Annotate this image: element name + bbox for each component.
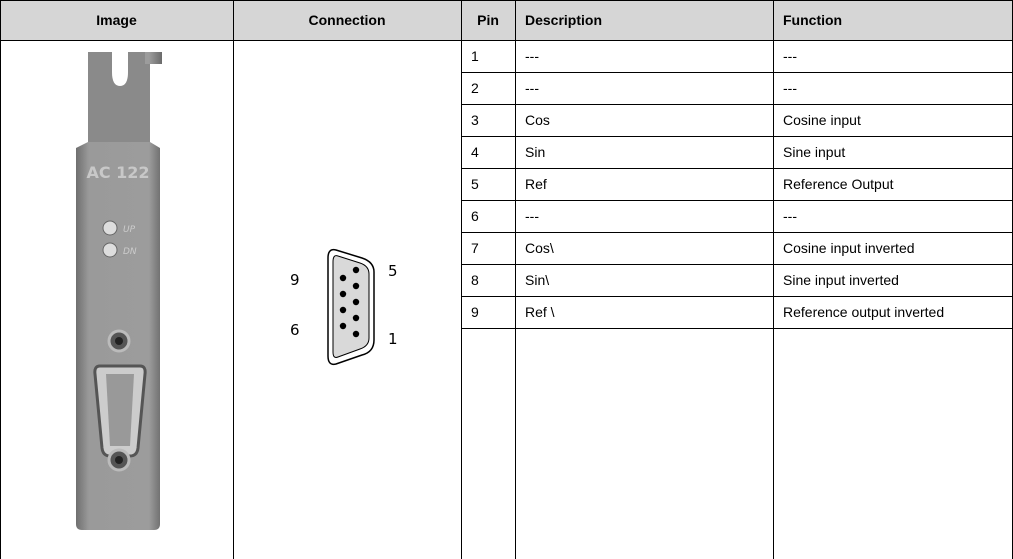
table-cell: Reference output inverted [783, 304, 945, 320]
table-cell: Cos [525, 112, 550, 128]
column-border [773, 0, 774, 559]
pin-number-label: 5 [388, 262, 398, 280]
row-border [461, 72, 1013, 73]
column-border [233, 0, 234, 559]
bracket-photo: AC 122 UP DN [76, 52, 162, 530]
table-cell: --- [525, 48, 539, 64]
table-cell: --- [783, 80, 797, 96]
table-cell: --- [783, 48, 797, 64]
table-cell: --- [783, 208, 797, 224]
column-header: Description [515, 0, 773, 40]
row-border [461, 200, 1013, 201]
column-header: Function [773, 0, 1013, 40]
table-cell: Sine input inverted [783, 272, 899, 288]
table-cell: 5 [471, 176, 479, 192]
table-cell: Ref \ [525, 304, 555, 320]
column-border [515, 0, 516, 559]
table-cell: --- [525, 208, 539, 224]
table-cell: Cosine input [783, 112, 861, 128]
table-cell: Sine input [783, 144, 846, 160]
table-cell: 1 [471, 48, 479, 64]
row-border [461, 104, 1013, 105]
pin-number-label: 1 [388, 330, 398, 348]
row-border [461, 264, 1013, 265]
led-label: UP [123, 225, 136, 235]
table-cell: Sin\ [525, 272, 550, 288]
row-border [461, 296, 1013, 297]
table-cell: 8 [471, 272, 479, 288]
table-cell: --- [525, 80, 539, 96]
table-cell: Ref [525, 176, 547, 192]
column-border [0, 0, 1, 559]
table-cell: 2 [471, 80, 479, 96]
header-border [0, 0, 1013, 1]
row-border [461, 232, 1013, 233]
column-header: Image [0, 0, 233, 40]
table-cell: Cosine input inverted [783, 240, 915, 256]
column-header: Connection [233, 0, 461, 40]
connector-diagram: 9 5 6 1 [290, 248, 398, 366]
table-cell: 3 [471, 112, 479, 128]
row-border [461, 136, 1013, 137]
column-header: Pin [461, 0, 515, 40]
pin-number-label: 6 [290, 321, 300, 339]
table-cell: Sin [525, 144, 546, 160]
table-cell: 7 [471, 240, 479, 256]
led-label: DN [123, 247, 137, 257]
table-cell: Cos\ [525, 240, 554, 256]
table-cell: 9 [471, 304, 479, 320]
row-border [461, 168, 1013, 169]
header-border [0, 40, 1013, 41]
table-cell: Reference Output [783, 176, 894, 192]
model-label: AC 122 [86, 163, 149, 182]
row-border [461, 328, 1013, 329]
table-cell: 6 [471, 208, 479, 224]
pin-number-label: 9 [290, 271, 300, 289]
column-border [461, 0, 462, 559]
table-cell: 4 [471, 144, 479, 160]
